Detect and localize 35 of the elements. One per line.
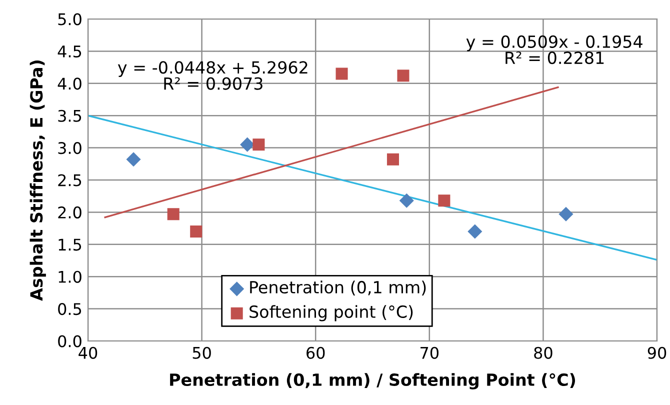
y-axis-title: Asphalt Stiffness, E (GPa) bbox=[30, 60, 46, 301]
y-tick-label: 3.5 bbox=[58, 110, 82, 122]
y-tick-label: 4.0 bbox=[58, 78, 82, 90]
point bbox=[399, 193, 414, 208]
y-tick-label: 5.0 bbox=[58, 13, 82, 26]
point bbox=[336, 68, 348, 80]
point bbox=[397, 70, 410, 82]
y-tick-label: 0.5 bbox=[58, 303, 82, 316]
x-tick-label: 60 bbox=[306, 346, 325, 359]
point bbox=[126, 152, 141, 167]
y-tick-label: 4.5 bbox=[58, 46, 82, 58]
x-axis-title: Penetration (0,1 mm) / Softening Point (°C) bbox=[170, 373, 576, 390]
y-tick-label: 1.0 bbox=[58, 270, 82, 283]
x-tick-label: 40 bbox=[78, 346, 98, 359]
point bbox=[167, 208, 180, 220]
annotation: y = -0.0448x + 5.2962 R² = 0.9073 bbox=[118, 61, 308, 90]
point bbox=[190, 226, 202, 238]
point bbox=[240, 137, 255, 152]
point bbox=[558, 206, 574, 222]
legend-label: Penetration (0,1 mm) bbox=[250, 280, 426, 296]
x-tick-label: 50 bbox=[192, 346, 211, 359]
y-tick-label: 2.5 bbox=[58, 174, 82, 186]
annotation: y = 0.0509x - 0.1954 R² = 0.2281 bbox=[466, 35, 642, 64]
y-tick-label: 2.0 bbox=[58, 206, 82, 218]
legend-label: Softening point (°C) bbox=[250, 305, 413, 322]
x-tick-label: 90 bbox=[648, 346, 666, 359]
point bbox=[468, 224, 482, 239]
y-tick-label: 1.5 bbox=[58, 238, 82, 251]
point bbox=[438, 194, 450, 207]
y-tick-label: 3.0 bbox=[58, 142, 82, 154]
point bbox=[386, 153, 399, 166]
x-tick-label: 80 bbox=[534, 346, 552, 359]
y-tick-label: 0.0 bbox=[58, 335, 82, 348]
x-tick-label: 70 bbox=[420, 346, 438, 359]
point bbox=[252, 138, 265, 151]
